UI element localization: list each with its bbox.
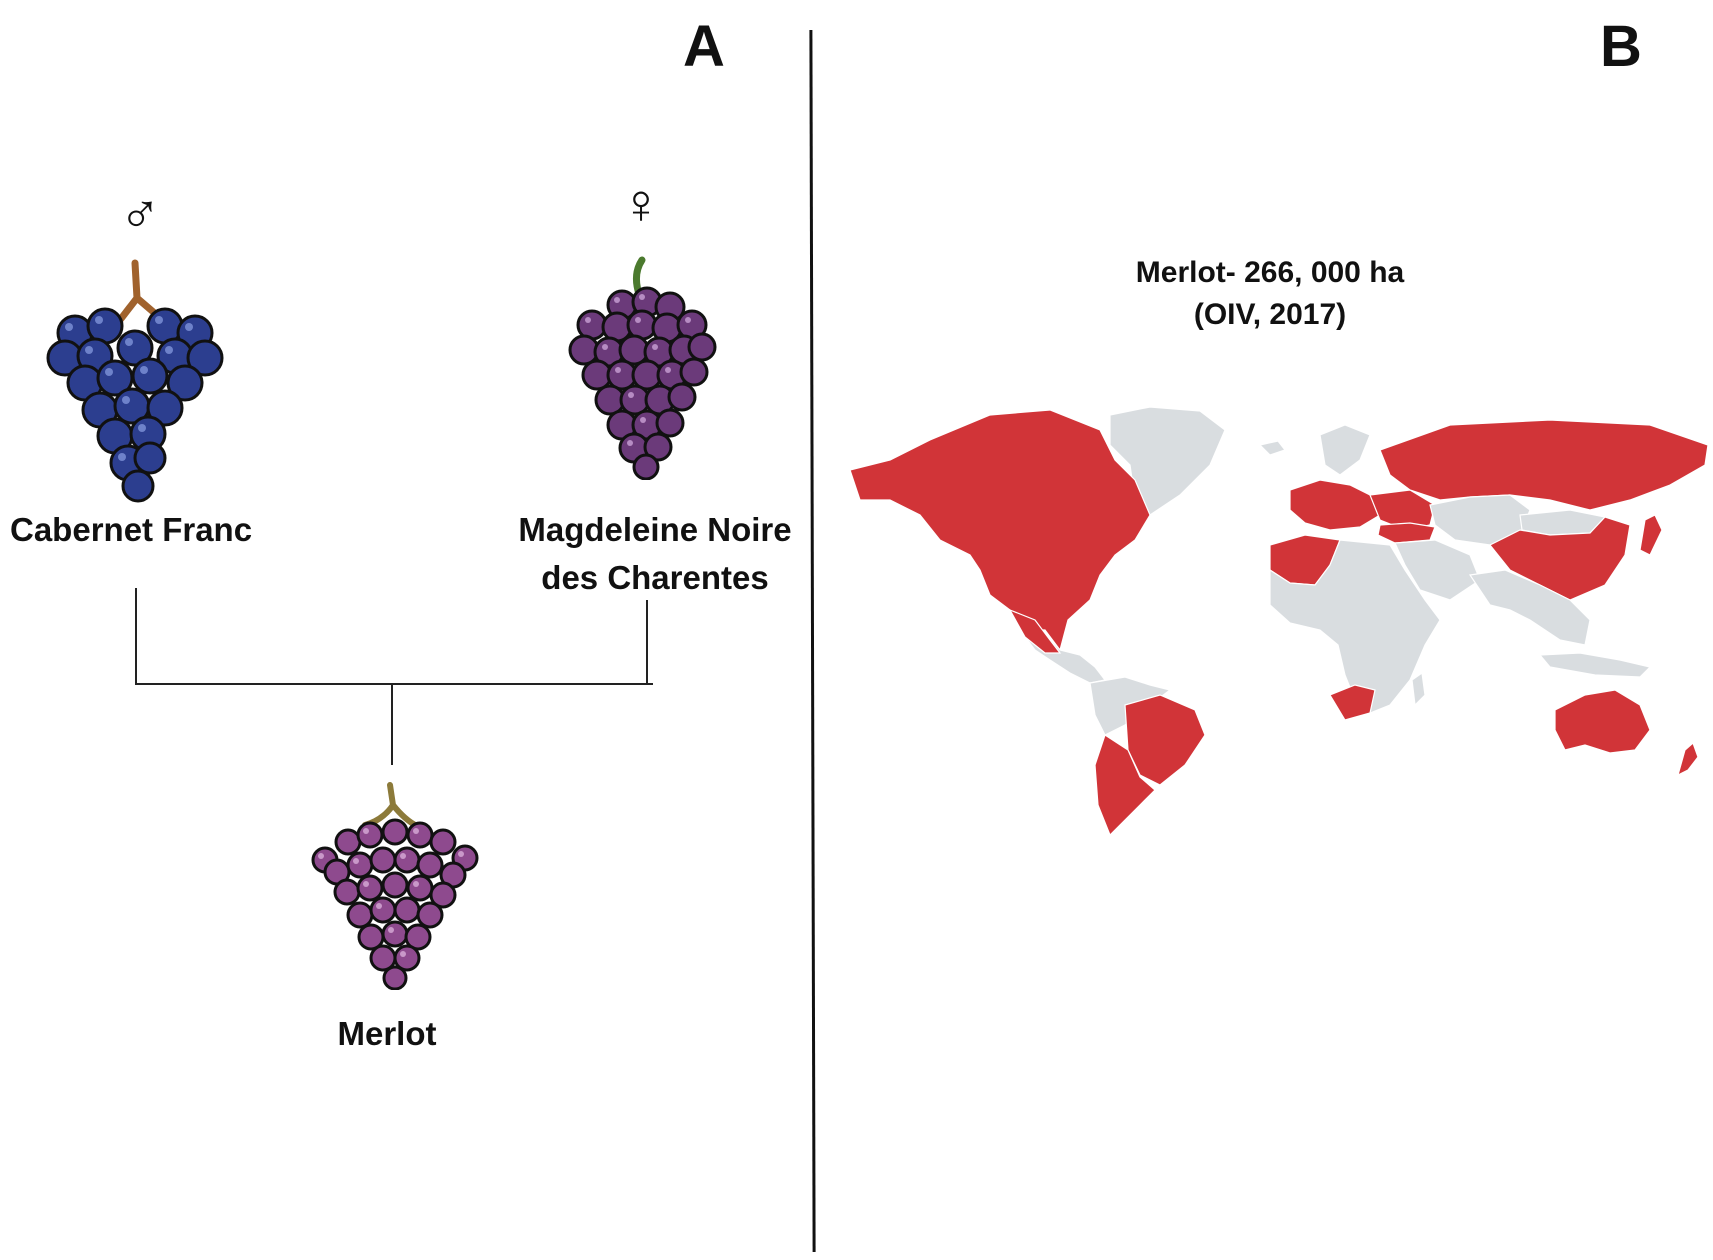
russia-region: [1379, 419, 1709, 511]
new-zealand-region: [1677, 741, 1699, 777]
japan-region: [1639, 514, 1663, 556]
western-europe-region: [1289, 479, 1381, 531]
turkey-region: [1377, 522, 1436, 544]
north-america-region: [850, 409, 1151, 652]
connector-offspring-vertical: [391, 685, 393, 765]
indonesia-region: [1538, 652, 1652, 678]
panel-divider: [809, 29, 816, 1253]
iceland-region: [1258, 440, 1286, 456]
panel-label-b: B: [1600, 14, 1642, 79]
map-title-line2: (OIV, 2017): [1193, 298, 1347, 331]
scandinavia-region: [1319, 424, 1371, 476]
cabernet-franc-label: Cabernet Franc: [10, 511, 253, 548]
merlot-grape-icon: [311, 782, 479, 990]
cabernet-franc-grape-icon: [46, 259, 224, 503]
middle-east-region: [1394, 539, 1481, 601]
mexico-region: [1008, 608, 1062, 654]
panel-label-a: A: [683, 14, 725, 79]
world-map: [850, 406, 1709, 835]
magdeleine-noire-grape-icon: [568, 256, 717, 480]
australia-region: [1554, 689, 1651, 754]
southern-cone-region: [1094, 734, 1156, 835]
connector-magdeleine-vertical: [646, 600, 648, 685]
connector-cabernet-vertical: [135, 588, 137, 685]
madagascar-region: [1411, 671, 1426, 707]
female-symbol-icon: ♀: [620, 172, 662, 235]
africa-region: [1269, 539, 1441, 714]
male-symbol-icon: ♂: [119, 182, 161, 245]
south-africa-region: [1329, 684, 1376, 721]
magdeleine-noire-label-line1: Magdeleine Noire: [518, 511, 792, 548]
map-title: Merlot- 266, 000 ha (OIV, 2017): [1060, 252, 1480, 336]
magdeleine-noire-label-line2: des Charentes: [541, 559, 769, 596]
map-title-line1: Merlot- 266, 000 ha: [1135, 256, 1405, 289]
south-asia-region: [1468, 569, 1591, 646]
connector-horizontal: [135, 683, 653, 685]
merlot-label: Merlot: [337, 1015, 437, 1052]
